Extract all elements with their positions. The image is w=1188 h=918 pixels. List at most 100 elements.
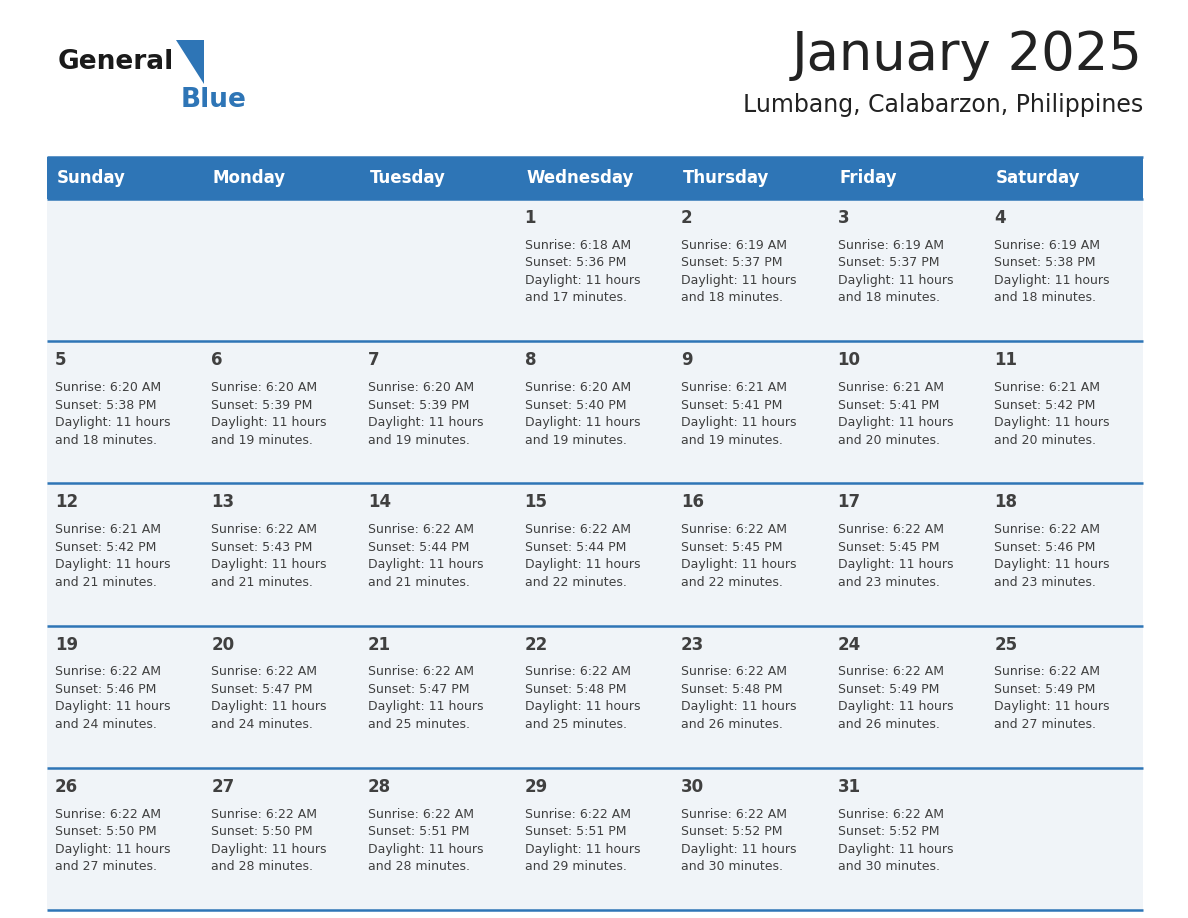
Bar	[517, 625, 674, 767]
Text: Sunrise: 6:19 AM
Sunset: 5:37 PM
Daylight: 11 hours
and 18 minutes.: Sunrise: 6:19 AM Sunset: 5:37 PM Dayligh…	[838, 239, 953, 304]
Bar	[203, 341, 360, 484]
Bar	[830, 625, 986, 767]
Text: 18: 18	[994, 493, 1017, 511]
Bar	[48, 484, 203, 625]
Text: 20: 20	[211, 635, 234, 654]
Text: Wednesday: Wednesday	[526, 169, 633, 187]
Bar	[986, 625, 1143, 767]
Text: 10: 10	[838, 352, 860, 369]
Text: Sunrise: 6:21 AM
Sunset: 5:41 PM
Daylight: 11 hours
and 19 minutes.: Sunrise: 6:21 AM Sunset: 5:41 PM Dayligh…	[681, 381, 797, 446]
Bar	[360, 341, 517, 484]
Bar	[517, 157, 674, 199]
Text: 25: 25	[994, 635, 1017, 654]
Text: 19: 19	[55, 635, 78, 654]
Text: 13: 13	[211, 493, 234, 511]
Text: Sunrise: 6:21 AM
Sunset: 5:42 PM
Daylight: 11 hours
and 21 minutes.: Sunrise: 6:21 AM Sunset: 5:42 PM Dayligh…	[55, 523, 170, 588]
Text: Sunrise: 6:20 AM
Sunset: 5:38 PM
Daylight: 11 hours
and 18 minutes.: Sunrise: 6:20 AM Sunset: 5:38 PM Dayligh…	[55, 381, 170, 446]
Bar	[48, 341, 203, 484]
Bar	[830, 199, 986, 341]
Text: 2: 2	[681, 209, 693, 227]
Text: Sunrise: 6:22 AM
Sunset: 5:47 PM
Daylight: 11 hours
and 25 minutes.: Sunrise: 6:22 AM Sunset: 5:47 PM Dayligh…	[368, 666, 484, 731]
Text: Sunrise: 6:22 AM
Sunset: 5:44 PM
Daylight: 11 hours
and 21 minutes.: Sunrise: 6:22 AM Sunset: 5:44 PM Dayligh…	[368, 523, 484, 588]
Bar	[517, 767, 674, 910]
Bar	[360, 484, 517, 625]
Bar	[48, 199, 203, 341]
Bar	[986, 157, 1143, 199]
Text: Sunrise: 6:22 AM
Sunset: 5:48 PM
Daylight: 11 hours
and 25 minutes.: Sunrise: 6:22 AM Sunset: 5:48 PM Dayligh…	[525, 666, 640, 731]
Bar	[674, 199, 830, 341]
Text: Sunrise: 6:22 AM
Sunset: 5:50 PM
Daylight: 11 hours
and 27 minutes.: Sunrise: 6:22 AM Sunset: 5:50 PM Dayligh…	[55, 808, 170, 873]
Text: 24: 24	[838, 635, 861, 654]
Text: Sunrise: 6:22 AM
Sunset: 5:51 PM
Daylight: 11 hours
and 29 minutes.: Sunrise: 6:22 AM Sunset: 5:51 PM Dayligh…	[525, 808, 640, 873]
Bar	[674, 767, 830, 910]
Text: Tuesday: Tuesday	[369, 169, 446, 187]
Bar	[48, 157, 203, 199]
Text: Sunrise: 6:22 AM
Sunset: 5:43 PM
Daylight: 11 hours
and 21 minutes.: Sunrise: 6:22 AM Sunset: 5:43 PM Dayligh…	[211, 523, 327, 588]
Bar	[674, 484, 830, 625]
Bar	[48, 625, 203, 767]
Bar	[986, 484, 1143, 625]
Bar	[360, 199, 517, 341]
Bar	[986, 199, 1143, 341]
Text: Sunrise: 6:22 AM
Sunset: 5:52 PM
Daylight: 11 hours
and 30 minutes.: Sunrise: 6:22 AM Sunset: 5:52 PM Dayligh…	[681, 808, 797, 873]
Polygon shape	[176, 40, 204, 84]
Text: Sunrise: 6:22 AM
Sunset: 5:45 PM
Daylight: 11 hours
and 23 minutes.: Sunrise: 6:22 AM Sunset: 5:45 PM Dayligh…	[838, 523, 953, 588]
Text: 11: 11	[994, 352, 1017, 369]
Bar	[674, 341, 830, 484]
Text: Blue: Blue	[181, 87, 247, 113]
Text: Sunrise: 6:20 AM
Sunset: 5:39 PM
Daylight: 11 hours
and 19 minutes.: Sunrise: 6:20 AM Sunset: 5:39 PM Dayligh…	[368, 381, 484, 446]
Text: 6: 6	[211, 352, 223, 369]
Text: Sunrise: 6:22 AM
Sunset: 5:50 PM
Daylight: 11 hours
and 28 minutes.: Sunrise: 6:22 AM Sunset: 5:50 PM Dayligh…	[211, 808, 327, 873]
Bar	[48, 767, 203, 910]
Text: Lumbang, Calabarzon, Philippines: Lumbang, Calabarzon, Philippines	[742, 93, 1143, 117]
Text: 1: 1	[525, 209, 536, 227]
Text: Sunrise: 6:22 AM
Sunset: 5:46 PM
Daylight: 11 hours
and 23 minutes.: Sunrise: 6:22 AM Sunset: 5:46 PM Dayligh…	[994, 523, 1110, 588]
Text: 22: 22	[525, 635, 548, 654]
Text: Sunrise: 6:22 AM
Sunset: 5:44 PM
Daylight: 11 hours
and 22 minutes.: Sunrise: 6:22 AM Sunset: 5:44 PM Dayligh…	[525, 523, 640, 588]
Text: Sunday: Sunday	[56, 169, 125, 187]
Bar	[517, 199, 674, 341]
Bar	[203, 199, 360, 341]
Text: Friday: Friday	[839, 169, 897, 187]
Bar	[830, 157, 986, 199]
Text: 29: 29	[525, 778, 548, 796]
Text: 28: 28	[368, 778, 391, 796]
Text: 16: 16	[681, 493, 704, 511]
Text: Sunrise: 6:22 AM
Sunset: 5:49 PM
Daylight: 11 hours
and 27 minutes.: Sunrise: 6:22 AM Sunset: 5:49 PM Dayligh…	[994, 666, 1110, 731]
Text: Sunrise: 6:18 AM
Sunset: 5:36 PM
Daylight: 11 hours
and 17 minutes.: Sunrise: 6:18 AM Sunset: 5:36 PM Dayligh…	[525, 239, 640, 304]
Text: Sunrise: 6:22 AM
Sunset: 5:48 PM
Daylight: 11 hours
and 26 minutes.: Sunrise: 6:22 AM Sunset: 5:48 PM Dayligh…	[681, 666, 797, 731]
Text: Sunrise: 6:20 AM
Sunset: 5:39 PM
Daylight: 11 hours
and 19 minutes.: Sunrise: 6:20 AM Sunset: 5:39 PM Dayligh…	[211, 381, 327, 446]
Text: 7: 7	[368, 352, 380, 369]
Bar	[674, 157, 830, 199]
Text: Saturday: Saturday	[996, 169, 1080, 187]
Bar	[517, 341, 674, 484]
Text: 27: 27	[211, 778, 235, 796]
Text: Sunrise: 6:22 AM
Sunset: 5:51 PM
Daylight: 11 hours
and 28 minutes.: Sunrise: 6:22 AM Sunset: 5:51 PM Dayligh…	[368, 808, 484, 873]
Text: Sunrise: 6:22 AM
Sunset: 5:46 PM
Daylight: 11 hours
and 24 minutes.: Sunrise: 6:22 AM Sunset: 5:46 PM Dayligh…	[55, 666, 170, 731]
Bar	[203, 484, 360, 625]
Text: 26: 26	[55, 778, 78, 796]
Text: 8: 8	[525, 352, 536, 369]
Text: Thursday: Thursday	[683, 169, 769, 187]
Bar	[830, 484, 986, 625]
Text: Sunrise: 6:20 AM
Sunset: 5:40 PM
Daylight: 11 hours
and 19 minutes.: Sunrise: 6:20 AM Sunset: 5:40 PM Dayligh…	[525, 381, 640, 446]
Text: January 2025: January 2025	[792, 29, 1143, 81]
Bar	[360, 157, 517, 199]
Text: 4: 4	[994, 209, 1006, 227]
Text: Sunrise: 6:21 AM
Sunset: 5:41 PM
Daylight: 11 hours
and 20 minutes.: Sunrise: 6:21 AM Sunset: 5:41 PM Dayligh…	[838, 381, 953, 446]
Text: Sunrise: 6:22 AM
Sunset: 5:49 PM
Daylight: 11 hours
and 26 minutes.: Sunrise: 6:22 AM Sunset: 5:49 PM Dayligh…	[838, 666, 953, 731]
Bar	[360, 767, 517, 910]
Text: 30: 30	[681, 778, 704, 796]
Text: 9: 9	[681, 352, 693, 369]
Text: Sunrise: 6:21 AM
Sunset: 5:42 PM
Daylight: 11 hours
and 20 minutes.: Sunrise: 6:21 AM Sunset: 5:42 PM Dayligh…	[994, 381, 1110, 446]
Text: Sunrise: 6:22 AM
Sunset: 5:45 PM
Daylight: 11 hours
and 22 minutes.: Sunrise: 6:22 AM Sunset: 5:45 PM Dayligh…	[681, 523, 797, 588]
Text: 14: 14	[368, 493, 391, 511]
Text: Monday: Monday	[213, 169, 286, 187]
Bar	[986, 767, 1143, 910]
Text: 21: 21	[368, 635, 391, 654]
Text: Sunrise: 6:19 AM
Sunset: 5:37 PM
Daylight: 11 hours
and 18 minutes.: Sunrise: 6:19 AM Sunset: 5:37 PM Dayligh…	[681, 239, 797, 304]
Text: Sunrise: 6:22 AM
Sunset: 5:47 PM
Daylight: 11 hours
and 24 minutes.: Sunrise: 6:22 AM Sunset: 5:47 PM Dayligh…	[211, 666, 327, 731]
Bar	[830, 767, 986, 910]
Text: Sunrise: 6:22 AM
Sunset: 5:52 PM
Daylight: 11 hours
and 30 minutes.: Sunrise: 6:22 AM Sunset: 5:52 PM Dayligh…	[838, 808, 953, 873]
Bar	[830, 341, 986, 484]
